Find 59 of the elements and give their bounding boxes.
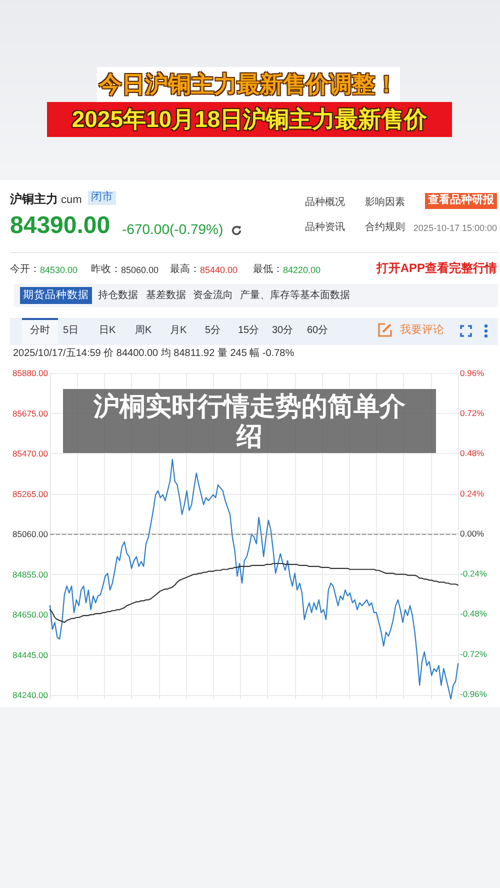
- text: -670.00(-0.79%): [122, 221, 224, 238]
- text: 品种概况: [305, 197, 345, 210]
- text: 最低：: [253, 264, 283, 276]
- text: 85440.00: [200, 265, 238, 276]
- text: 日K: [99, 325, 116, 338]
- text: 品种资讯: [305, 222, 345, 234]
- y-tick-label: 85470.00: [12, 448, 48, 459]
- y2-tick-label: 0.72%: [460, 408, 485, 418]
- y-tick-label: 84855.00: [12, 569, 48, 580]
- y-tick-label: 85675.00: [12, 408, 48, 418]
- y-tick-label: 84650.00: [12, 610, 48, 620]
- y2-tick-label: -0.48%: [460, 608, 488, 619]
- text: 影响因素: [365, 197, 405, 210]
- y-tick-label: 84240.00: [12, 690, 48, 700]
- text: 合约规则: [365, 222, 405, 234]
- y2-tick-label: 0.48%: [460, 448, 485, 458]
- text: 沪铜主力: [10, 192, 58, 207]
- y2-tick-label: -0.24%: [460, 568, 488, 579]
- text: 分时: [22, 318, 58, 344]
- text: 期货品种数据: [20, 287, 92, 304]
- text: 84390.00: [10, 211, 110, 241]
- text: 产量、库存等基本面数据: [240, 290, 350, 302]
- chart-title: 今日沪铜主力最新售价调整！: [97, 67, 400, 102]
- text: 2025-10-17 15:00:00: [413, 223, 497, 234]
- text: 资金流向: [193, 290, 233, 302]
- y-tick-label: 84445.00: [12, 650, 48, 660]
- y2-tick-label: 0.96%: [460, 368, 485, 378]
- text: 查看品种研报: [425, 193, 497, 209]
- text: 最高：: [170, 264, 200, 276]
- text: 2025/10/17/五14:59 价 84400.00 均 84811.92 量 245 幅 -0.78%: [13, 348, 294, 360]
- text: 5日: [63, 325, 79, 338]
- line-series: [49, 562, 459, 623]
- text: 持仓数据: [98, 290, 138, 302]
- line-series: [49, 458, 459, 700]
- y2-tick-label: 0.00%: [460, 528, 485, 538]
- y2-tick-label: -0.72%: [460, 648, 488, 659]
- text: 月K: [170, 325, 187, 338]
- text: 基差数据: [146, 290, 186, 302]
- text: 84220.00: [283, 265, 321, 276]
- chart-subtitle: 2025年10月18日沪铜主力最新售价: [47, 102, 452, 137]
- text: 打开APP查看完整行情: [376, 261, 497, 276]
- annotation: 沪桐实时行情走势的简单介绍: [63, 389, 436, 453]
- text: 15分: [238, 325, 260, 338]
- text: 60分: [307, 325, 328, 338]
- y-tick-label: 85880.00: [12, 368, 48, 378]
- text: 昨收：: [91, 264, 121, 276]
- y2-tick-label: 0.24%: [460, 488, 485, 498]
- text: 今开：: [10, 264, 40, 276]
- text: cum: [61, 194, 82, 208]
- text: 84530.00: [40, 265, 78, 276]
- y-tick-label: 85265.00: [12, 488, 48, 499]
- text: 5分: [205, 325, 221, 338]
- text: 我要评论: [400, 324, 444, 338]
- y2-tick-label: -0.96%: [460, 688, 488, 699]
- text: 30分: [272, 325, 294, 338]
- text: 85060.00: [121, 265, 159, 276]
- text: 闭市: [88, 191, 116, 205]
- y-tick-label: 85060.00: [12, 529, 48, 540]
- text: 周K: [135, 325, 152, 338]
